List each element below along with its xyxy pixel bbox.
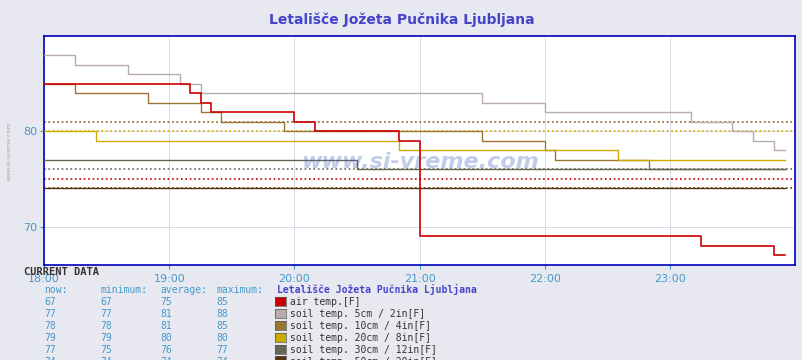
Text: CURRENT DATA: CURRENT DATA bbox=[24, 267, 99, 278]
Text: www.si-vreme.com: www.si-vreme.com bbox=[300, 152, 538, 172]
Text: 74: 74 bbox=[217, 357, 229, 360]
Text: soil temp. 10cm / 4in[F]: soil temp. 10cm / 4in[F] bbox=[290, 321, 431, 331]
Text: now:: now: bbox=[44, 285, 67, 296]
Text: soil temp. 20cm / 8in[F]: soil temp. 20cm / 8in[F] bbox=[290, 333, 431, 343]
Text: maximum:: maximum: bbox=[217, 285, 264, 296]
Text: 76: 76 bbox=[160, 345, 172, 355]
Text: 77: 77 bbox=[44, 309, 56, 319]
Text: 77: 77 bbox=[100, 309, 112, 319]
Text: 74: 74 bbox=[44, 357, 56, 360]
Text: www.si-vreme.com: www.si-vreme.com bbox=[6, 121, 11, 181]
Text: soil temp. 30cm / 12in[F]: soil temp. 30cm / 12in[F] bbox=[290, 345, 436, 355]
Text: 67: 67 bbox=[100, 297, 112, 307]
Text: 85: 85 bbox=[217, 297, 229, 307]
Text: 74: 74 bbox=[100, 357, 112, 360]
Text: soil temp. 5cm / 2in[F]: soil temp. 5cm / 2in[F] bbox=[290, 309, 424, 319]
Text: 81: 81 bbox=[160, 309, 172, 319]
Text: 67: 67 bbox=[44, 297, 56, 307]
Text: 78: 78 bbox=[44, 321, 56, 331]
Text: average:: average: bbox=[160, 285, 208, 296]
Text: 79: 79 bbox=[44, 333, 56, 343]
Text: minimum:: minimum: bbox=[100, 285, 148, 296]
Text: 85: 85 bbox=[217, 321, 229, 331]
Text: 81: 81 bbox=[160, 321, 172, 331]
Text: 74: 74 bbox=[160, 357, 172, 360]
Text: air temp.[F]: air temp.[F] bbox=[290, 297, 360, 307]
Text: 80: 80 bbox=[160, 333, 172, 343]
Text: 75: 75 bbox=[160, 297, 172, 307]
Text: 75: 75 bbox=[100, 345, 112, 355]
Text: 80: 80 bbox=[217, 333, 229, 343]
Text: 79: 79 bbox=[100, 333, 112, 343]
Text: 77: 77 bbox=[44, 345, 56, 355]
Text: 88: 88 bbox=[217, 309, 229, 319]
Text: 77: 77 bbox=[217, 345, 229, 355]
Text: 78: 78 bbox=[100, 321, 112, 331]
Text: Letališče Jožeta Pučnika Ljubljana: Letališče Jožeta Pučnika Ljubljana bbox=[277, 284, 476, 296]
Text: soil temp. 50cm / 20in[F]: soil temp. 50cm / 20in[F] bbox=[290, 357, 436, 360]
Text: Letališče Jožeta Pučnika Ljubljana: Letališče Jožeta Pučnika Ljubljana bbox=[269, 13, 533, 27]
